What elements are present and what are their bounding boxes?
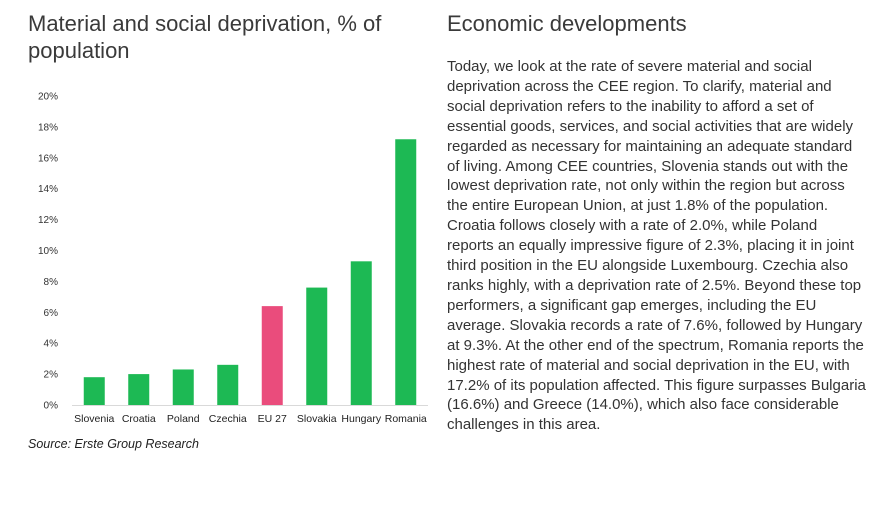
x-category-label: EU 27 — [258, 413, 287, 425]
y-tick-label: 12% — [38, 215, 58, 226]
x-category-label: Romania — [385, 413, 427, 425]
bar-croatia — [128, 374, 150, 405]
bar-slovenia — [83, 377, 105, 405]
y-tick-label: 16% — [38, 153, 58, 164]
y-tick-label: 0% — [44, 401, 59, 412]
x-category-label: Slovenia — [74, 413, 114, 425]
bar-poland — [172, 369, 194, 405]
y-tick-label: 18% — [38, 122, 58, 133]
x-category-label: Poland — [167, 413, 200, 425]
bar-eu-27 — [261, 306, 283, 405]
x-category-label: Slovakia — [297, 413, 337, 425]
bar-romania — [395, 139, 417, 405]
chart-title: Material and social deprivation, % of po… — [28, 11, 382, 63]
y-tick-label: 6% — [44, 308, 59, 319]
bar-slovakia — [306, 287, 328, 405]
y-tick-label: 10% — [38, 246, 58, 257]
x-category-label: Hungary — [341, 413, 381, 425]
chart-source: Source: Erste Group Research — [28, 437, 199, 451]
bar-hungary — [350, 261, 372, 405]
y-tick-label: 20% — [38, 92, 58, 103]
y-tick-label: 4% — [44, 339, 59, 350]
article-body: Today, we look at the rate of severe mat… — [447, 58, 866, 434]
section-title: Economic developments — [447, 11, 687, 36]
y-tick-label: 8% — [44, 277, 59, 288]
x-category-label: Croatia — [122, 413, 156, 425]
bar-czechia — [217, 364, 239, 405]
y-tick-label: 14% — [38, 184, 58, 195]
deprivation-bar-chart: 0% 2% 4% 6% 8% 10% 12% 14% 16% 18% 20% Slovenia Croa… — [38, 92, 428, 425]
y-tick-label: 2% — [44, 370, 59, 381]
x-category-label: Czechia — [209, 413, 247, 425]
